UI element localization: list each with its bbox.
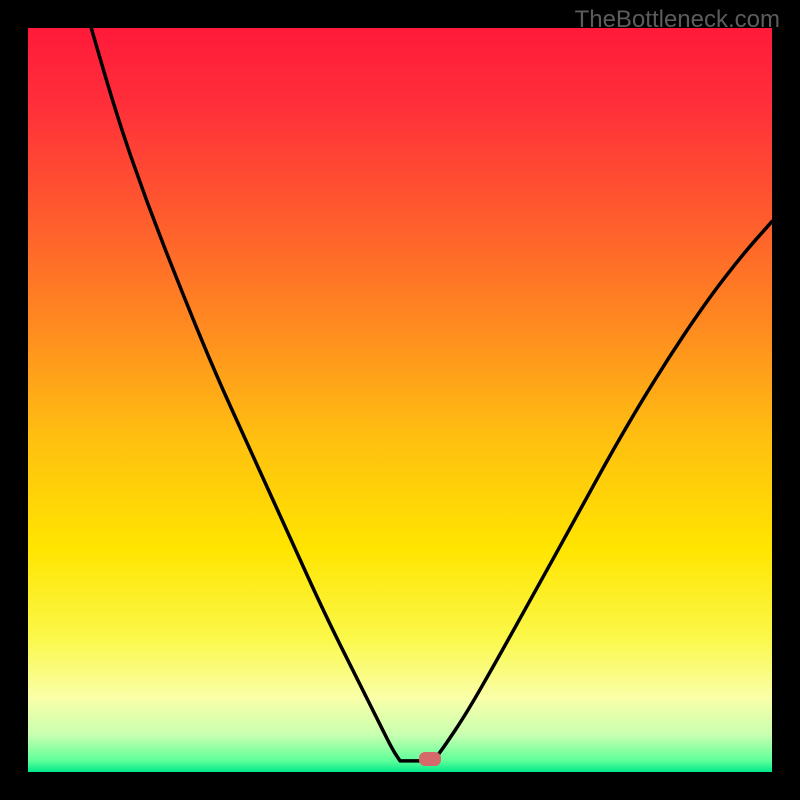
outer-frame: TheBottleneck.com — [0, 0, 800, 800]
plot-area — [28, 28, 772, 772]
bottleneck-curve — [28, 28, 772, 772]
optimal-point-marker — [419, 752, 441, 766]
